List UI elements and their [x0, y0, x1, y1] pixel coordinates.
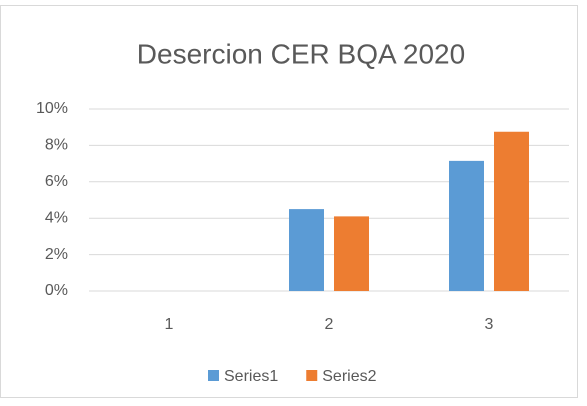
legend-label: Series1 [224, 368, 278, 385]
x-tick-label: 2 [325, 316, 334, 333]
y-tick-label: 4% [45, 209, 68, 226]
legend-label: Series2 [322, 368, 376, 385]
y-tick-label: 2% [45, 246, 68, 263]
bar [289, 209, 324, 291]
y-tick-label: 8% [45, 137, 68, 154]
bar [494, 131, 529, 291]
legend-swatch [306, 370, 318, 381]
bar [334, 216, 369, 291]
legend-swatch [208, 370, 219, 381]
bar [449, 160, 484, 291]
x-tick-label: 1 [165, 316, 174, 333]
x-tick-label: 3 [485, 316, 494, 333]
y-tick-label: 10% [36, 100, 68, 117]
y-tick-label: 0% [45, 282, 68, 299]
y-tick-label: 6% [45, 173, 68, 190]
chart-title: Desercion CER BQA 2020 [137, 38, 465, 69]
